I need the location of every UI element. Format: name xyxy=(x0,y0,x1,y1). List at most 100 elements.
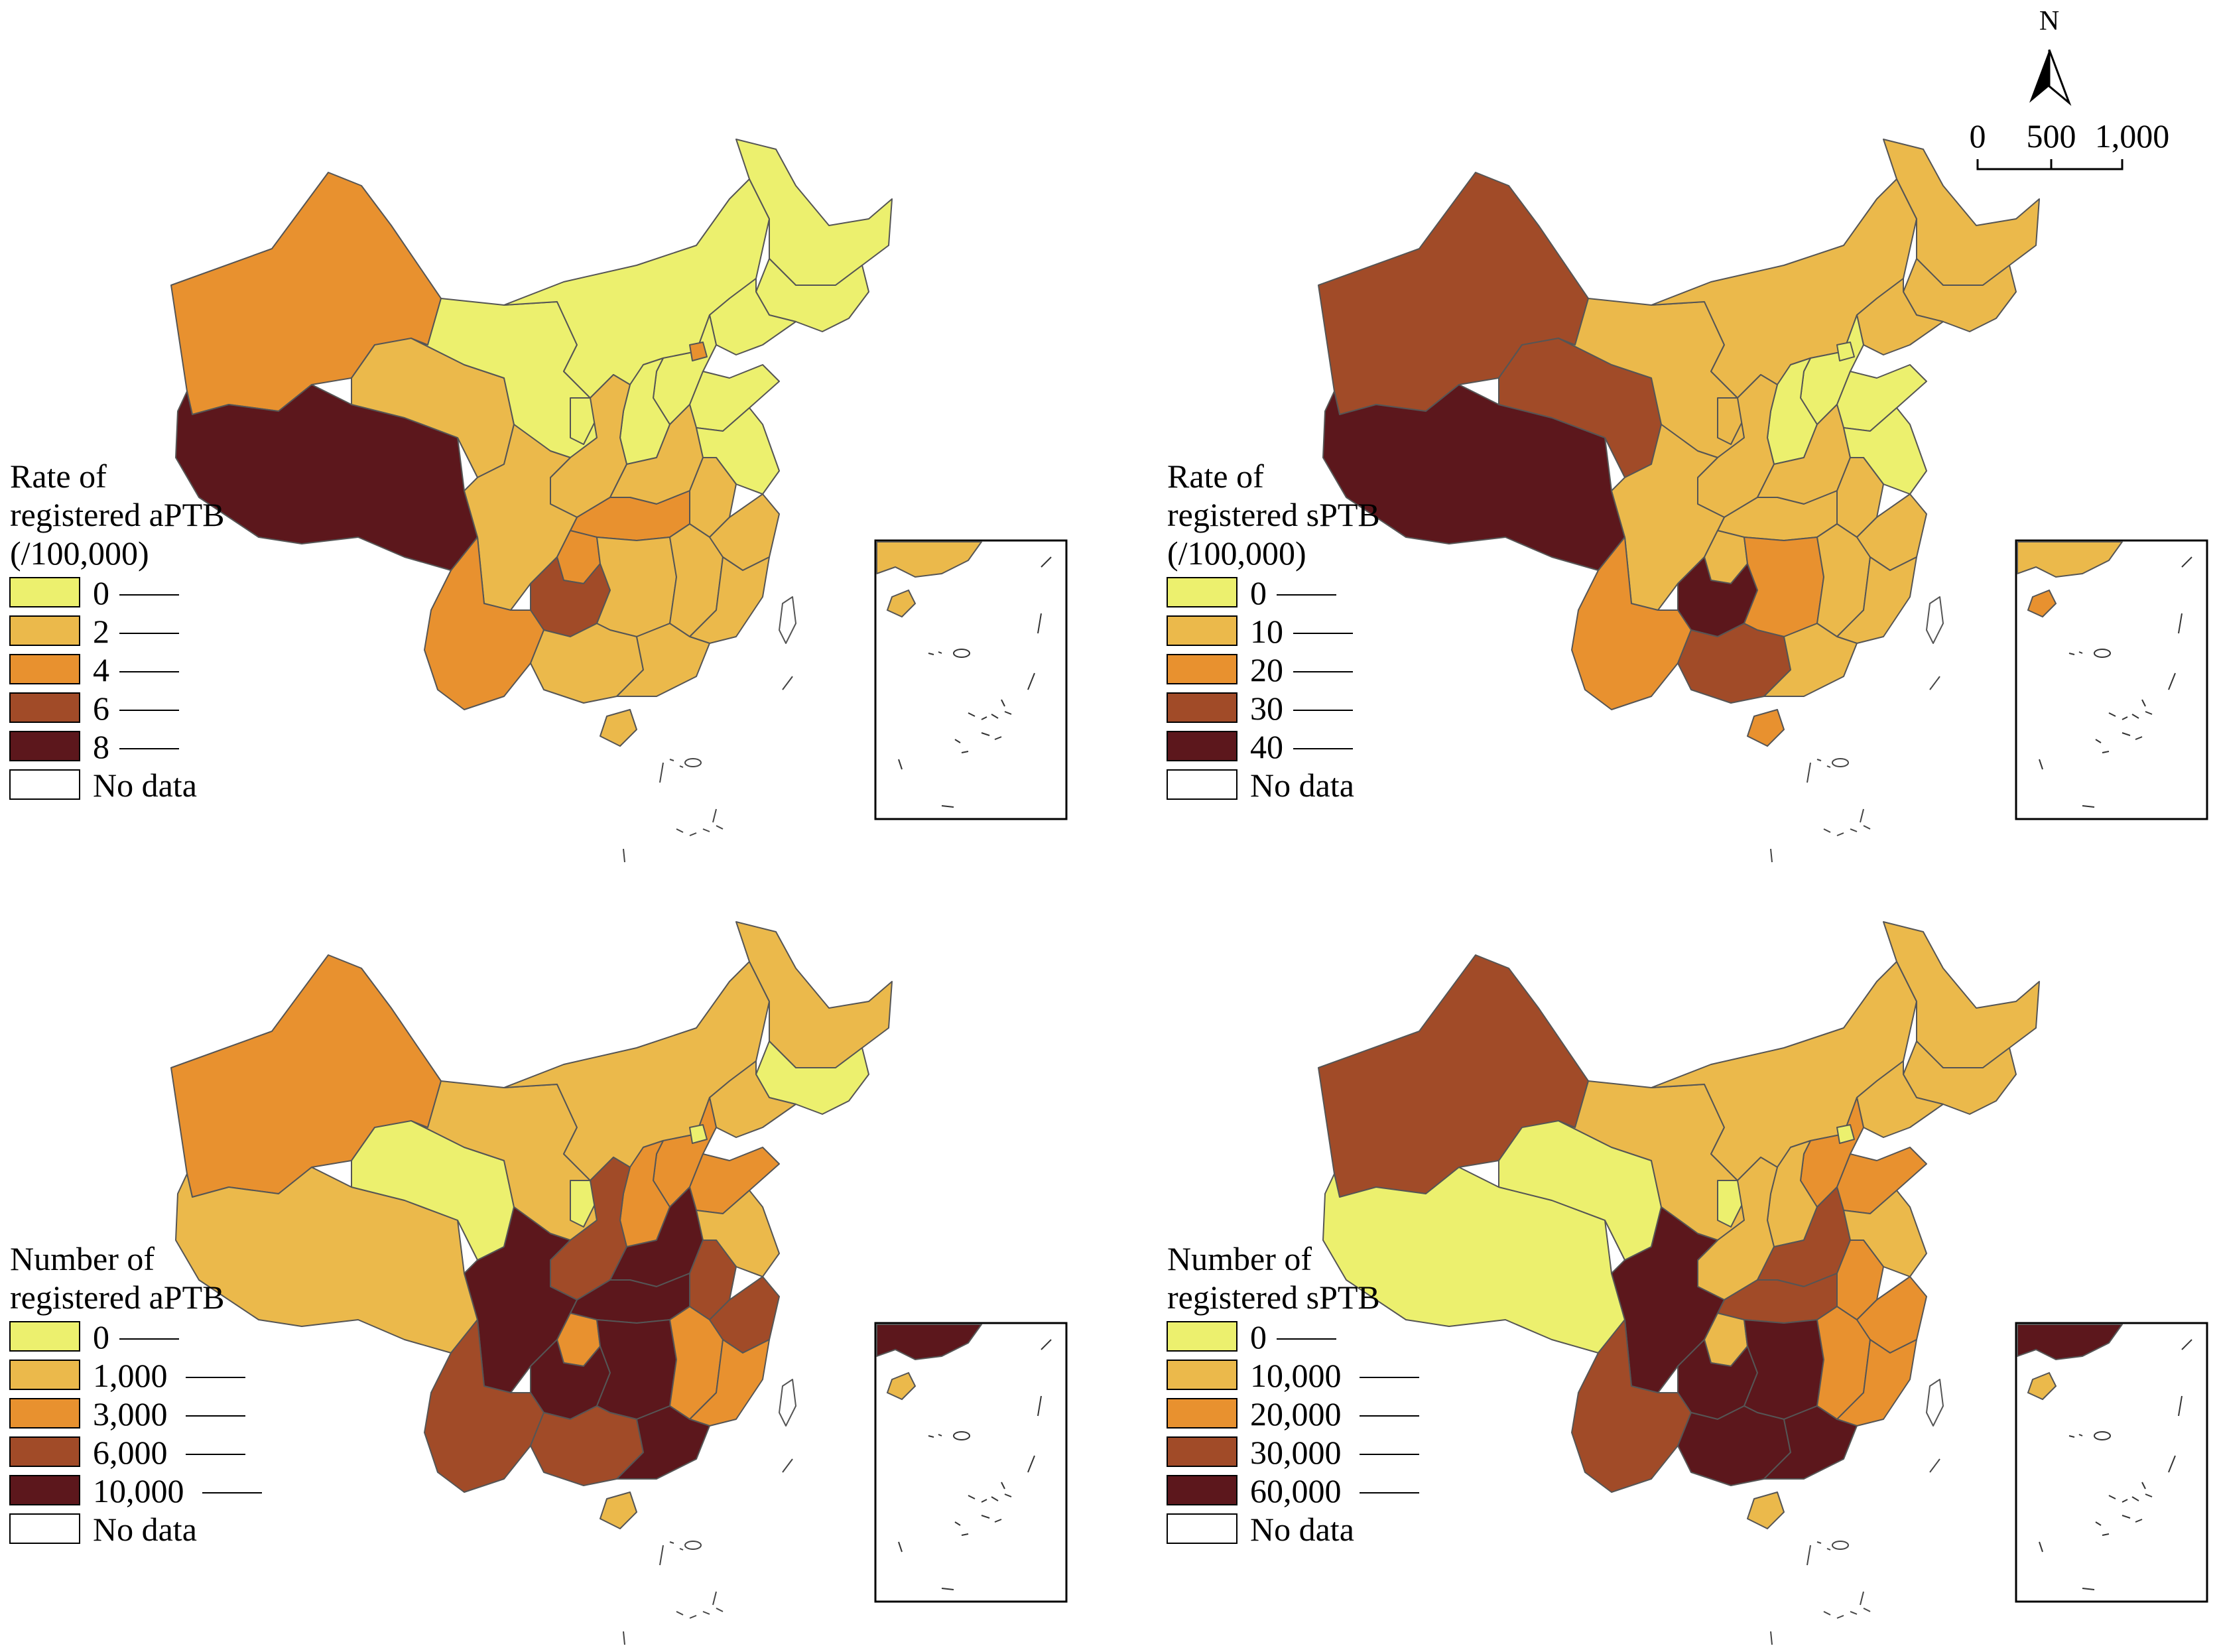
legend-title-line: Number of xyxy=(1167,1240,1312,1277)
region-beijing xyxy=(1836,1124,1855,1144)
legend-item-label: 30 xyxy=(1250,690,1283,727)
legend-title-line: registered aPTB xyxy=(10,1279,225,1316)
legend-item-label: 6 xyxy=(93,690,109,727)
region-hainan xyxy=(1747,709,1785,747)
region-hunan xyxy=(1744,537,1824,637)
legend-swatch xyxy=(9,654,80,684)
legend-item-label: 8 xyxy=(93,728,109,765)
legend-item-label: 4 xyxy=(93,651,109,688)
legend-swatch xyxy=(9,1360,80,1390)
inset-coast xyxy=(2017,1324,2124,1361)
legend-swatch-no-data xyxy=(1167,1513,1237,1544)
legend-swatch xyxy=(9,1475,80,1505)
region-beijing xyxy=(689,342,708,361)
region-guangdong xyxy=(1763,1405,1858,1480)
inset-hainan xyxy=(886,589,917,618)
region-hunan xyxy=(596,537,677,637)
inset-hainan xyxy=(2027,1371,2057,1401)
region-hainan xyxy=(600,1492,637,1529)
legend-swatch xyxy=(1167,615,1237,646)
legend-item-label: 0 xyxy=(1250,574,1267,611)
region-heilongjiang xyxy=(735,139,893,286)
region-fujian xyxy=(689,1339,770,1427)
legend-swatch xyxy=(1167,1321,1237,1352)
scale-bar: 0 500 1,000 xyxy=(1970,117,2170,170)
legend-swatch xyxy=(9,731,80,761)
region-taiwan xyxy=(779,596,796,644)
legend-item-label: 20 xyxy=(1250,651,1283,688)
legend-swatch xyxy=(1167,577,1237,607)
legend-item-label: 30,000 xyxy=(1250,1434,1342,1471)
region-taiwan xyxy=(779,1379,796,1427)
south-china-sea-inset xyxy=(2015,1322,2208,1603)
legend-title-line: registered sPTB xyxy=(1167,496,1380,533)
region-fujian xyxy=(1836,1339,1917,1427)
china-map xyxy=(170,921,893,1645)
region-ningxia xyxy=(1717,1180,1745,1228)
region-heilongjiang xyxy=(1883,921,2040,1068)
legend-item-label: 0 xyxy=(93,574,109,611)
legend-swatch-no-data xyxy=(1167,769,1237,800)
region-heilongjiang xyxy=(1883,139,2040,286)
legend-no-data-label: No data xyxy=(93,767,197,804)
legend-item-label: 2 xyxy=(93,613,109,650)
region-beijing xyxy=(1836,342,1855,361)
inset-coast xyxy=(876,1324,983,1361)
inset-coast xyxy=(876,541,983,578)
legend-no-data-label: No data xyxy=(1250,767,1354,804)
legend-item-label: 6,000 xyxy=(93,1434,168,1471)
china-map xyxy=(1318,139,2040,863)
region-guangdong xyxy=(616,623,710,697)
legend-swatch xyxy=(1167,731,1237,761)
legend-title-line: Rate of xyxy=(10,458,107,495)
region-fujian xyxy=(1836,556,1917,644)
legend-swatch xyxy=(9,1321,80,1352)
legend-item-label: 10,000 xyxy=(93,1472,184,1509)
legend-swatch xyxy=(9,1398,80,1429)
region-hainan xyxy=(600,709,637,747)
inset-hainan xyxy=(886,1371,917,1401)
region-ningxia xyxy=(1717,397,1745,445)
legend-title-line: Rate of xyxy=(1167,458,1264,495)
legend-swatch xyxy=(9,692,80,723)
legend-title-line: (/100,000) xyxy=(10,535,149,572)
region-hunan xyxy=(1744,1319,1824,1420)
legend-title-line: registered sPTB xyxy=(1167,1279,1380,1316)
scale-label-0: 0 xyxy=(1970,117,1986,155)
legend-item-label: 3,000 xyxy=(93,1395,168,1432)
scale-line xyxy=(1976,159,2124,170)
region-beijing xyxy=(689,1124,708,1144)
china-map xyxy=(1318,921,2040,1645)
legend-title-line: registered aPTB xyxy=(10,496,225,533)
region-hunan xyxy=(596,1319,677,1420)
legend-swatch xyxy=(1167,1475,1237,1505)
north-arrow: N xyxy=(2029,6,2072,106)
legend-title-line: (/100,000) xyxy=(1167,535,1306,572)
legend-item-label: 0 xyxy=(1250,1318,1267,1356)
scale-label-1000: 1,000 xyxy=(2095,117,2170,155)
south-china-sea-inset xyxy=(874,539,1068,820)
legend-swatch xyxy=(1167,1436,1237,1467)
legend-no-data-label: No data xyxy=(93,1511,197,1548)
legend-swatch xyxy=(1167,654,1237,684)
inset-coast xyxy=(2017,541,2124,578)
legend-swatch-no-data xyxy=(9,769,80,800)
legend-swatch xyxy=(9,1436,80,1467)
south-china-sea-inset xyxy=(2015,539,2208,820)
scale-label-500: 500 xyxy=(2027,117,2076,155)
inset-hainan xyxy=(2027,589,2057,618)
legend-item-label: 10,000 xyxy=(1250,1357,1342,1394)
region-taiwan xyxy=(1926,1379,1944,1427)
legend-item-label: 10 xyxy=(1250,613,1283,650)
region-taiwan xyxy=(1926,596,1944,644)
legend-item-label: 1,000 xyxy=(93,1357,168,1394)
legend-swatch xyxy=(1167,1398,1237,1429)
legend-swatch xyxy=(9,577,80,607)
